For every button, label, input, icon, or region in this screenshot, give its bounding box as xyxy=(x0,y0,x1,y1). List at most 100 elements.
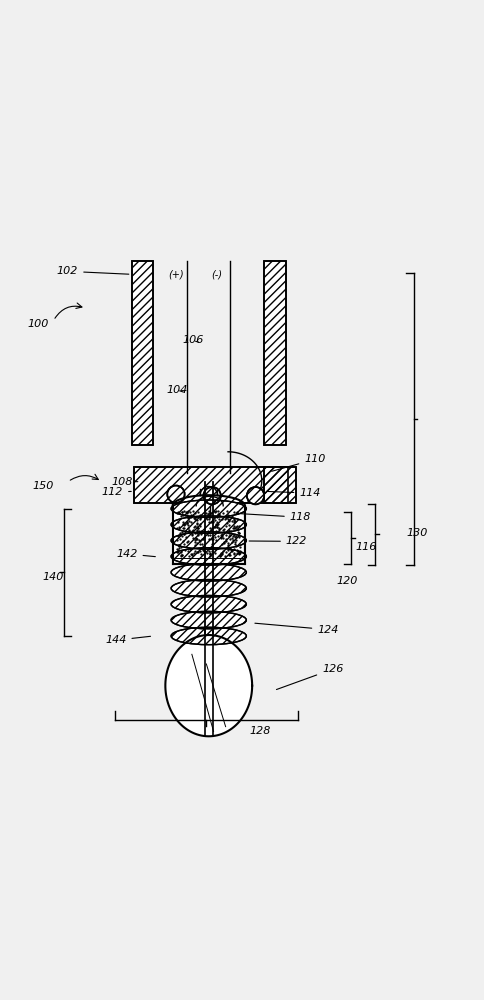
Point xyxy=(189,530,197,546)
Point xyxy=(212,517,220,533)
Point xyxy=(174,528,182,544)
Point xyxy=(217,545,225,561)
Point xyxy=(202,505,210,521)
Point xyxy=(206,545,213,561)
Bar xyxy=(131,261,153,445)
Point xyxy=(235,545,242,561)
Point xyxy=(227,523,235,539)
Point xyxy=(228,543,236,559)
Point xyxy=(200,541,208,557)
Point xyxy=(218,545,226,561)
Point xyxy=(217,530,225,546)
Point xyxy=(176,548,184,564)
Point xyxy=(213,509,221,525)
Text: 102: 102 xyxy=(57,266,129,276)
Point xyxy=(224,535,232,551)
Point xyxy=(194,527,202,543)
Point xyxy=(216,548,224,564)
Point xyxy=(182,505,190,521)
Point xyxy=(225,546,233,562)
Point xyxy=(204,527,212,543)
Point xyxy=(186,514,194,530)
Point xyxy=(181,524,189,540)
Ellipse shape xyxy=(171,500,246,517)
Point xyxy=(213,519,221,535)
Point xyxy=(229,520,237,536)
Point xyxy=(227,542,235,558)
Point xyxy=(233,524,241,540)
Circle shape xyxy=(246,487,264,504)
Point xyxy=(194,520,201,536)
Point xyxy=(233,545,241,561)
Point xyxy=(174,540,182,556)
Point xyxy=(192,530,199,546)
Point xyxy=(192,509,199,525)
Point xyxy=(219,543,227,559)
Point xyxy=(182,515,190,531)
Point xyxy=(196,507,203,523)
Point xyxy=(217,528,225,544)
Point xyxy=(233,543,241,559)
Point xyxy=(225,528,233,544)
Point xyxy=(174,514,182,530)
Point xyxy=(215,520,223,536)
Point xyxy=(174,542,182,558)
Point xyxy=(205,503,212,519)
Point xyxy=(180,517,187,533)
Point xyxy=(203,511,211,527)
Point xyxy=(224,512,232,528)
Point xyxy=(179,507,186,523)
Point xyxy=(197,509,205,525)
Point xyxy=(180,520,188,536)
Point xyxy=(184,533,192,549)
Point xyxy=(195,523,203,539)
Point xyxy=(205,520,213,536)
Point xyxy=(196,510,204,526)
Point xyxy=(232,505,240,521)
Point xyxy=(179,526,187,542)
Point xyxy=(193,512,201,528)
Text: 112: 112 xyxy=(102,487,131,497)
Point xyxy=(194,520,202,536)
Point xyxy=(228,530,236,546)
Point xyxy=(206,505,214,521)
Point xyxy=(230,520,238,536)
Point xyxy=(210,519,217,535)
Point xyxy=(174,537,182,553)
Point xyxy=(197,546,204,562)
Point xyxy=(202,545,210,561)
Point xyxy=(193,525,200,541)
Point xyxy=(233,504,241,520)
Bar xyxy=(174,507,243,562)
Point xyxy=(232,528,240,544)
Point xyxy=(215,507,223,523)
Point xyxy=(187,508,195,524)
Point xyxy=(225,525,232,541)
Point xyxy=(217,547,225,563)
Point xyxy=(195,532,202,548)
Point xyxy=(189,522,197,538)
Text: 120: 120 xyxy=(336,576,357,586)
Point xyxy=(182,534,190,550)
Point xyxy=(225,540,233,556)
Point xyxy=(187,507,195,523)
Point xyxy=(205,511,213,527)
Point xyxy=(233,542,241,558)
Point xyxy=(191,511,198,527)
Point xyxy=(200,544,208,560)
Point xyxy=(213,519,221,535)
Point xyxy=(173,541,181,557)
Point xyxy=(208,536,216,552)
Point xyxy=(204,507,212,523)
Point xyxy=(192,515,200,531)
Point xyxy=(178,504,186,520)
Text: (-): (-) xyxy=(211,269,222,279)
Point xyxy=(185,548,193,564)
Point xyxy=(174,544,182,560)
Point xyxy=(196,536,204,552)
Text: (+): (+) xyxy=(167,269,183,279)
Point xyxy=(224,547,232,563)
Point xyxy=(234,546,242,562)
Point xyxy=(222,510,230,526)
Point xyxy=(188,527,196,543)
